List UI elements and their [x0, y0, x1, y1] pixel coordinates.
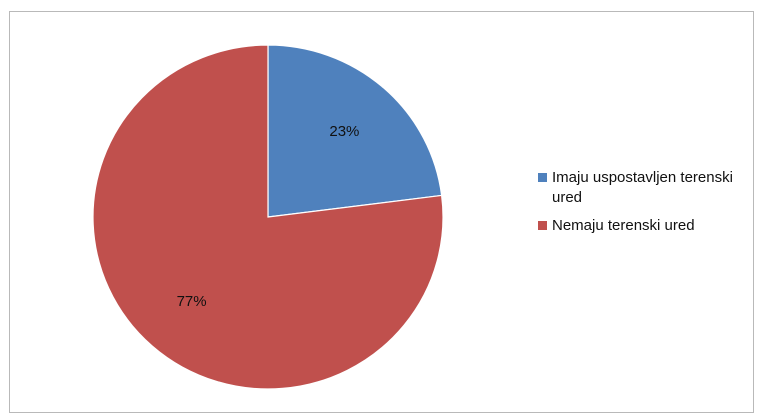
pie-data-labels: 23% 77%	[177, 123, 360, 310]
legend-item-nemaju: Nemaju terenski ured	[538, 216, 748, 236]
pie-label-imaju: 23%	[329, 123, 359, 140]
pie-label-nemaju: 77%	[177, 293, 207, 310]
legend-label-imaju: Imaju uspostavljen terenski ured	[552, 169, 733, 206]
pie-slices	[92, 44, 444, 390]
pie-slice-nemaju	[92, 44, 444, 390]
legend-item-imaju: Imaju uspostavljen terenski ured	[538, 168, 748, 208]
legend-swatch-imaju	[538, 173, 547, 182]
pie-slice-imaju	[267, 44, 443, 218]
legend-label-nemaju: Nemaju terenski ured	[552, 217, 695, 234]
legend: Imaju uspostavljen terenski ured Nemaju …	[538, 168, 748, 244]
legend-swatch-nemaju	[538, 221, 547, 230]
